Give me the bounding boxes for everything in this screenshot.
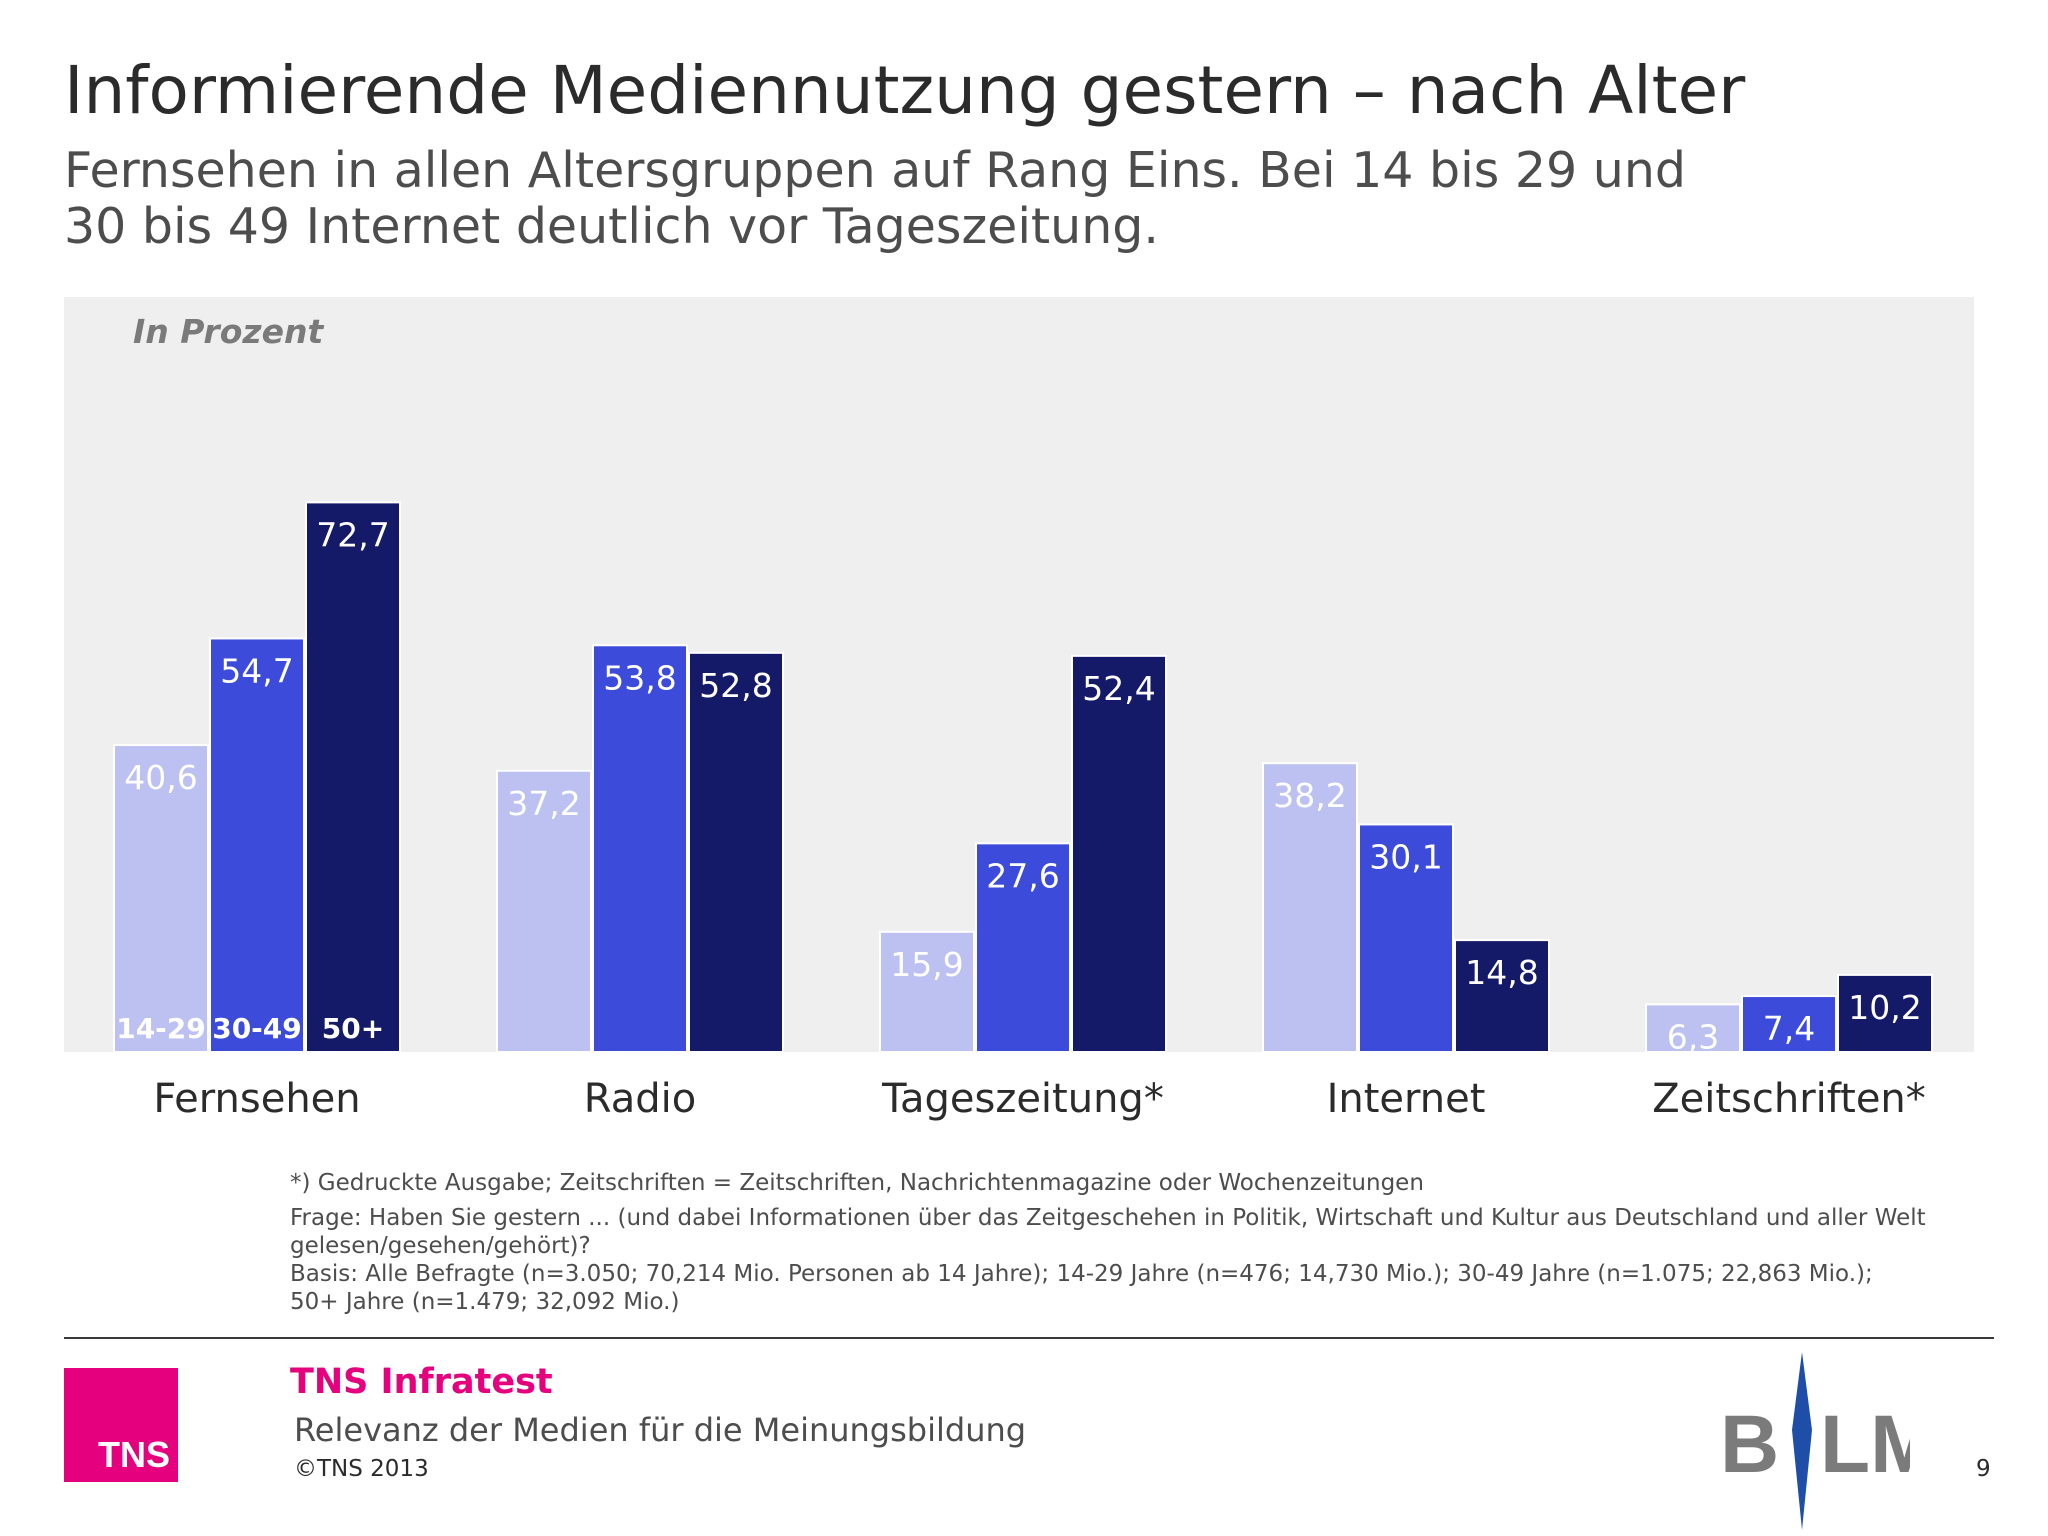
bar-14-29-0	[113, 744, 209, 1054]
bar-30-49-4	[1741, 995, 1837, 1054]
page-subtitle: Fernsehen in allen Altersgruppen auf Ran…	[64, 143, 1964, 255]
footnote-note: *) Gedruckte Ausgabe; Zeitschriften = Ze…	[290, 1170, 1424, 1196]
bar-30-49-0	[209, 637, 305, 1054]
bar-14-29-2	[879, 930, 975, 1054]
data-label-14-29-3: 38,2	[1273, 776, 1346, 815]
subtitle-line-1: Fernsehen in allen Altersgruppen auf Ran…	[64, 142, 1687, 199]
data-label-50+-3: 14,8	[1465, 953, 1538, 992]
data-label-30-49-4: 7,4	[1763, 1009, 1815, 1048]
data-label-50+-1: 52,8	[699, 666, 772, 705]
brand-name: TNS Infratest	[290, 1362, 553, 1402]
data-label-50+-4: 10,2	[1848, 988, 1921, 1027]
blm-letter-b: B	[1720, 1399, 1779, 1490]
category-label-2: Tageszeitung*	[881, 1076, 1164, 1122]
bar-14-29-1	[496, 769, 592, 1053]
question-line-2: gelesen/gesehen/gehört)?	[290, 1233, 591, 1259]
unit-label: In Prozent	[133, 312, 324, 351]
data-label-50+-2: 52,4	[1082, 669, 1155, 708]
tns-logo-text: TNS	[98, 1434, 170, 1475]
bar-50+-4	[1837, 973, 1933, 1053]
blm-logo: B LM	[1720, 1352, 1910, 1530]
legend-label-14-29: 14-29	[116, 1012, 206, 1045]
bar-50+-1	[688, 651, 784, 1053]
data-label-30-49-0: 54,7	[220, 651, 293, 690]
bar-50+-0	[305, 501, 401, 1053]
bar-50+-2	[1071, 654, 1167, 1054]
data-label-14-29-0: 40,6	[124, 758, 197, 797]
category-label-0: Fernsehen	[153, 1076, 360, 1122]
legend-label-50+: 50+	[322, 1012, 384, 1045]
data-label-30-49-3: 30,1	[1369, 837, 1442, 876]
legend-label-30-49: 30-49	[212, 1012, 302, 1045]
page-number: 9	[1976, 1456, 1991, 1482]
report-title: Relevanz der Medien für die Meinungsbild…	[294, 1411, 1027, 1449]
bar-30-49-1	[592, 644, 688, 1053]
category-label-1: Radio	[584, 1076, 696, 1122]
footnote-question: Frage: Haben Sie gestern ... (und dabei …	[290, 1204, 1990, 1260]
category-label-4: Zeitschriften*	[1652, 1076, 1926, 1122]
bar-50+-3	[1454, 939, 1550, 1053]
bar-30-49-2	[975, 842, 1071, 1053]
basis-line-2: 50+ Jahre (n=1.479; 32,092 Mio.)	[290, 1289, 680, 1315]
data-label-30-49-2: 27,6	[986, 856, 1059, 895]
subtitle-line-2: 30 bis 49 Internet deutlich vor Tageszei…	[64, 198, 1159, 255]
data-label-30-49-1: 53,8	[603, 658, 676, 697]
bar-chart: 40,6 14-29 54,7 30-49 72,7 50+ Fernsehen 37,2 53…	[113, 501, 1933, 1122]
footer-divider	[64, 1337, 1994, 1339]
category-label-3: Internet	[1327, 1076, 1486, 1122]
bar-14-29-4	[1645, 1003, 1741, 1054]
bar-30-49-3	[1358, 823, 1454, 1053]
data-label-50+-0: 72,7	[316, 515, 389, 554]
tns-logo: TNS	[64, 1368, 178, 1482]
data-label-14-29-2: 15,9	[890, 945, 963, 984]
page-title: Informierende Mediennutzung gestern – na…	[64, 52, 1746, 129]
bar-14-29-3	[1262, 762, 1358, 1053]
footnote-basis: Basis: Alle Befragte (n=3.050; 70,214 Mi…	[290, 1260, 1990, 1316]
blm-letters-lm: LM	[1820, 1399, 1910, 1490]
basis-line-1: Basis: Alle Befragte (n=3.050; 70,214 Mi…	[290, 1261, 1873, 1287]
data-label-14-29-1: 37,2	[507, 784, 580, 823]
question-line-1: Frage: Haben Sie gestern ... (und dabei …	[290, 1205, 1926, 1231]
data-label-14-29-4: 6,3	[1667, 1017, 1719, 1056]
blm-needle-icon	[1792, 1352, 1812, 1530]
copyright: ©TNS 2013	[294, 1456, 429, 1482]
